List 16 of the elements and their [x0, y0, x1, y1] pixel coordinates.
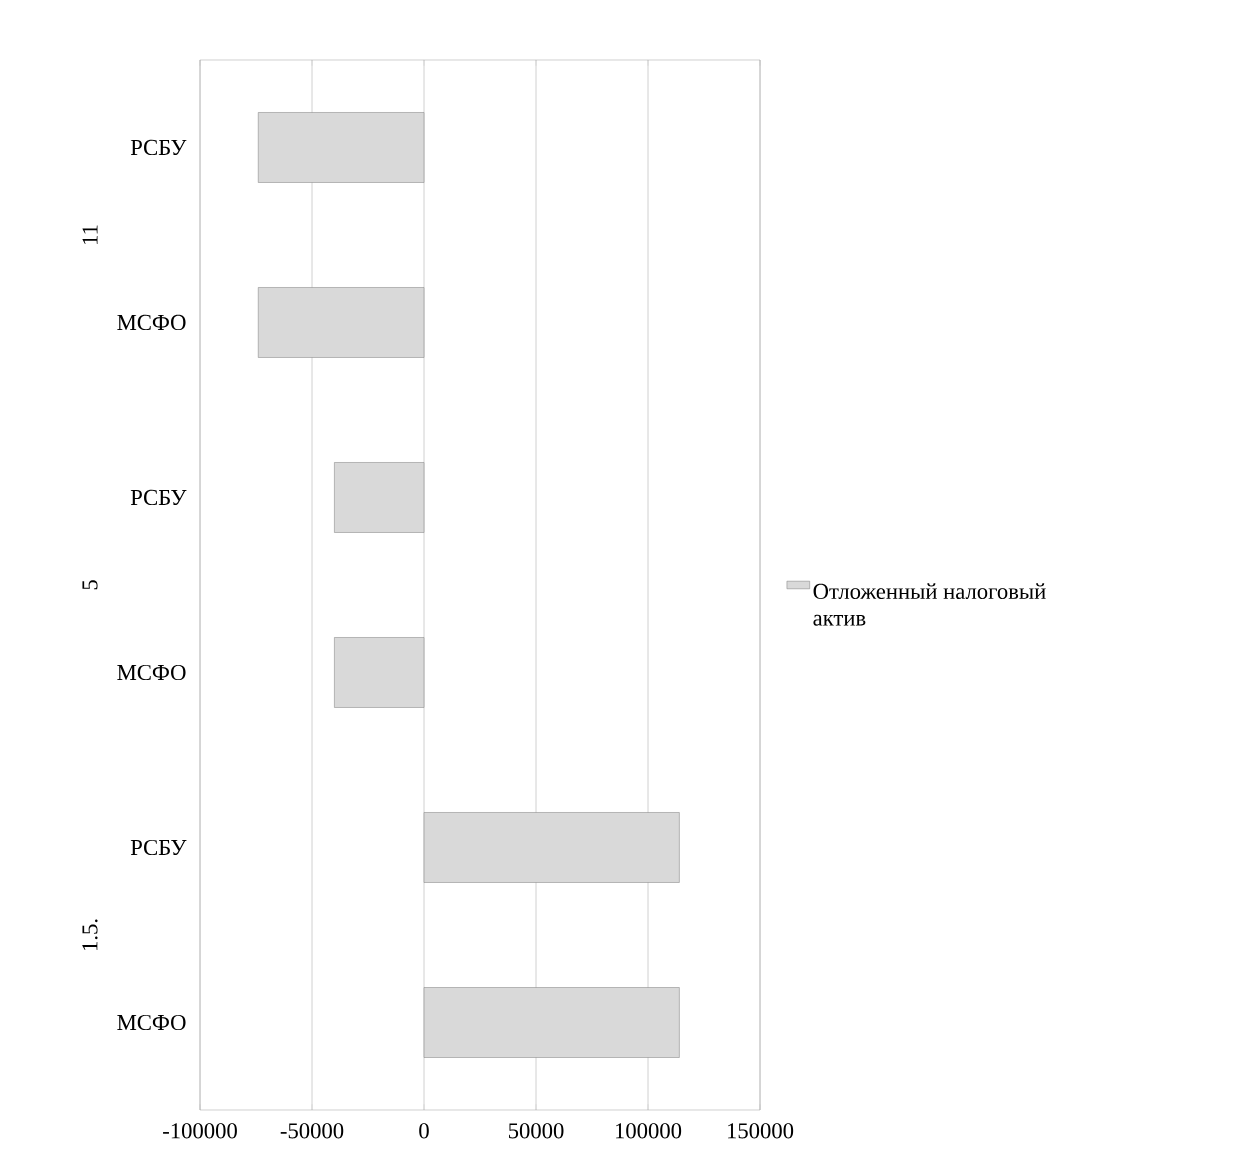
x-tick-label: 50000: [508, 1123, 564, 1139]
x-tick-label: 100000: [615, 1123, 682, 1139]
text: 11: [82, 225, 98, 244]
x-tick-label: -50000: [280, 1123, 344, 1139]
y-tick-label: РСБУ: [130, 839, 187, 856]
x-tick-label: 150000: [727, 1123, 794, 1139]
y-tick-label: РСБУ: [130, 489, 187, 506]
text: 1.5.: [82, 919, 98, 951]
text: 5: [82, 580, 98, 590]
y-tick-label: МСФО: [117, 314, 186, 331]
x-tick-label: 0: [419, 1123, 429, 1139]
y-tick-label: МСФО: [117, 1014, 186, 1031]
x-tick-label: -100000: [163, 1123, 237, 1139]
y-tick-label: РСБУ: [130, 139, 187, 156]
y-tick-label: МСФО: [117, 664, 186, 681]
legend-label: Отложенный налоговый актив: [813, 583, 1046, 626]
